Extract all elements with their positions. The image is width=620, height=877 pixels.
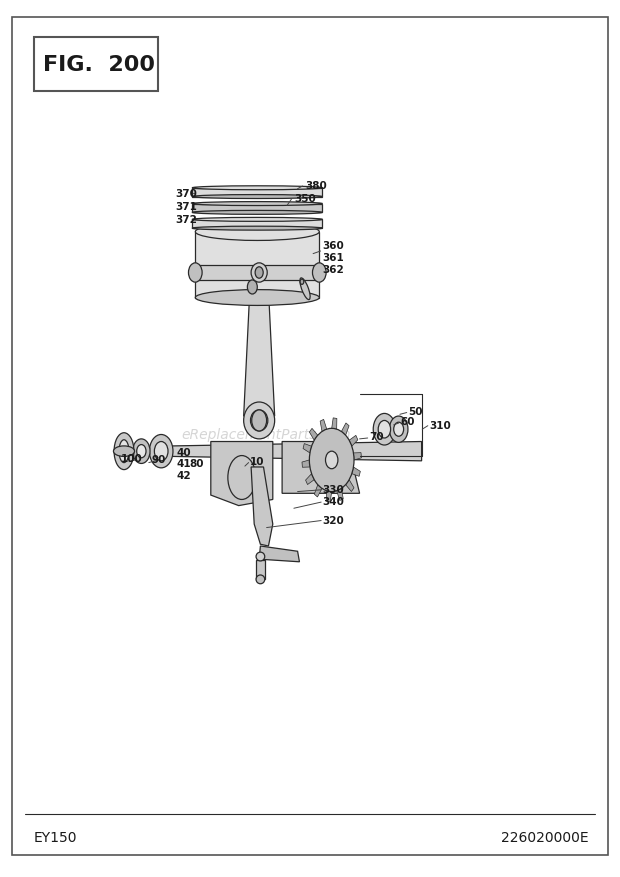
Ellipse shape	[195, 224, 319, 241]
Ellipse shape	[300, 280, 304, 285]
Polygon shape	[320, 420, 327, 432]
Ellipse shape	[394, 423, 404, 437]
Text: 40: 40	[177, 447, 192, 458]
Ellipse shape	[154, 442, 168, 461]
Text: 380: 380	[306, 181, 327, 191]
Text: 41: 41	[177, 459, 192, 469]
Polygon shape	[314, 485, 322, 497]
Ellipse shape	[192, 227, 322, 231]
Text: 340: 340	[322, 496, 344, 507]
Polygon shape	[244, 277, 275, 417]
Polygon shape	[282, 442, 360, 494]
Text: 372: 372	[175, 215, 197, 225]
Text: EY150: EY150	[34, 831, 78, 845]
Bar	[34, 38, 158, 92]
Polygon shape	[306, 474, 314, 485]
Polygon shape	[337, 488, 343, 501]
Ellipse shape	[251, 263, 267, 283]
Ellipse shape	[373, 414, 396, 446]
Text: 330: 330	[322, 484, 344, 495]
Polygon shape	[327, 491, 332, 503]
Text: 60: 60	[400, 417, 414, 427]
Text: eReplacementParts.com: eReplacementParts.com	[182, 427, 352, 441]
Polygon shape	[124, 442, 422, 461]
Text: 42: 42	[177, 470, 192, 481]
Ellipse shape	[252, 410, 267, 431]
Text: 310: 310	[430, 420, 451, 431]
Ellipse shape	[113, 446, 135, 457]
Polygon shape	[353, 453, 361, 460]
Polygon shape	[332, 418, 337, 430]
Bar	[198, 266, 316, 281]
Text: 350: 350	[294, 194, 316, 204]
Text: 371: 371	[175, 202, 197, 212]
Bar	[195, 232, 319, 298]
Bar	[192, 204, 322, 213]
Ellipse shape	[250, 410, 268, 431]
Ellipse shape	[195, 290, 319, 306]
Polygon shape	[211, 442, 273, 506]
Ellipse shape	[326, 452, 338, 469]
Text: 50: 50	[408, 406, 422, 417]
Polygon shape	[302, 460, 310, 467]
Polygon shape	[352, 467, 360, 477]
Bar	[192, 189, 322, 197]
Text: 80: 80	[189, 459, 203, 469]
Polygon shape	[303, 444, 312, 453]
Bar	[192, 220, 322, 229]
Text: 90: 90	[152, 454, 166, 465]
Ellipse shape	[378, 421, 391, 438]
Ellipse shape	[192, 187, 322, 190]
Bar	[256, 560, 265, 580]
Ellipse shape	[188, 263, 202, 283]
Ellipse shape	[247, 281, 257, 295]
Polygon shape	[349, 436, 358, 446]
Ellipse shape	[309, 429, 354, 492]
Text: 10: 10	[250, 456, 264, 467]
Polygon shape	[345, 480, 354, 492]
Ellipse shape	[389, 417, 408, 443]
Ellipse shape	[192, 196, 322, 199]
Polygon shape	[251, 467, 273, 546]
Text: 100: 100	[121, 453, 143, 464]
Text: 361: 361	[322, 253, 344, 263]
Ellipse shape	[136, 446, 146, 458]
Polygon shape	[309, 429, 318, 441]
Ellipse shape	[119, 440, 129, 463]
Text: 360: 360	[322, 240, 344, 251]
Ellipse shape	[256, 575, 265, 584]
Ellipse shape	[114, 433, 134, 470]
Ellipse shape	[300, 279, 310, 300]
Ellipse shape	[192, 211, 322, 215]
Ellipse shape	[192, 203, 322, 206]
Ellipse shape	[133, 439, 150, 464]
Ellipse shape	[149, 435, 173, 468]
Text: 362: 362	[322, 265, 344, 275]
Polygon shape	[342, 424, 349, 436]
Ellipse shape	[255, 267, 263, 279]
Text: 370: 370	[175, 189, 197, 199]
Text: 226020000E: 226020000E	[502, 831, 589, 845]
Ellipse shape	[312, 263, 326, 283]
Ellipse shape	[228, 456, 255, 500]
Ellipse shape	[244, 403, 275, 439]
Text: 70: 70	[369, 431, 384, 442]
Polygon shape	[259, 546, 299, 562]
Text: 320: 320	[322, 515, 344, 525]
Ellipse shape	[192, 218, 322, 222]
Text: FIG.  200: FIG. 200	[43, 55, 156, 75]
Ellipse shape	[256, 553, 265, 561]
